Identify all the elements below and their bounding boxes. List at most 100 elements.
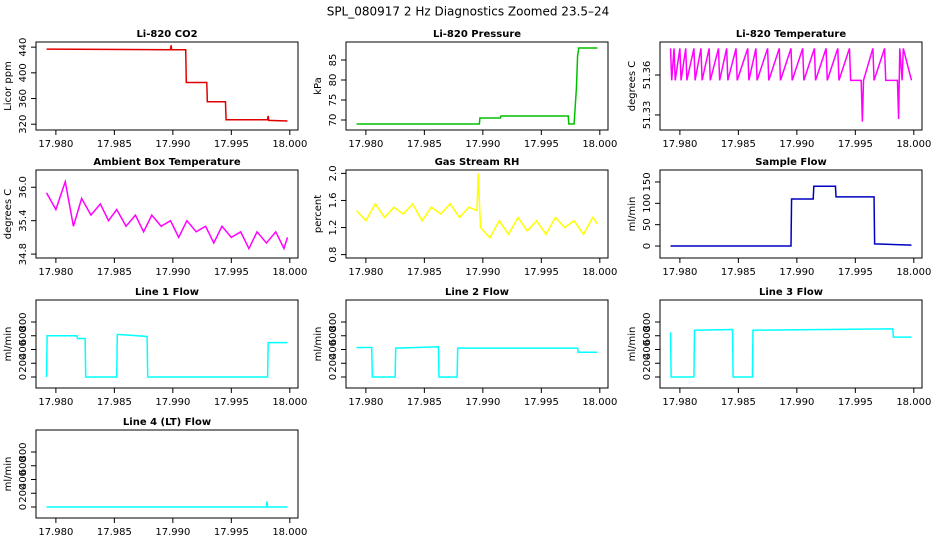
y-tick-label: 0 [18, 504, 29, 510]
y-tick-label: 200 [328, 354, 339, 373]
x-tick-label: 17.995 [838, 267, 873, 278]
panel: Line 2 Flow ml/min 17.980 17.985 17.990 17.99… [313, 287, 617, 408]
x-tick-label: 17.980 [662, 397, 697, 408]
y-tick-label: 200 [18, 484, 29, 503]
panel-title: Gas Stream RH [435, 157, 520, 168]
x-tick-label: 18.000 [582, 267, 617, 278]
y-tick-label: 51.36 [642, 61, 653, 90]
y-tick-label: 1.2 [328, 220, 339, 236]
data-line [356, 47, 598, 125]
x-tick-label: 17.980 [38, 267, 73, 278]
x-tick-label: 17.980 [348, 397, 383, 408]
x-tick-label: 17.995 [524, 139, 559, 150]
y-tick-label: 34.8 [18, 243, 29, 265]
y-tick-label: 200 [642, 354, 653, 373]
panel-title: Li-820 CO2 [136, 29, 197, 40]
x-tick-label: 17.995 [214, 139, 249, 150]
y-tick-label: 600 [18, 326, 29, 345]
y-tick-label: 35.4 [18, 210, 29, 232]
y-tick-label: 85 [328, 54, 339, 67]
data-line [356, 345, 598, 378]
x-tick-label: 17.995 [214, 397, 249, 408]
plot-frame [35, 299, 299, 389]
data-line [46, 501, 288, 508]
panel: Line 1 Flow ml/min 17.980 17.985 17.990 17.99… [3, 287, 307, 408]
panel-title: Line 3 Flow [759, 287, 823, 298]
y-tick-label: 0 [328, 374, 339, 380]
y-tick-label: 400 [328, 340, 339, 359]
plot-frame [659, 169, 923, 259]
y-tick-label: 600 [328, 326, 339, 345]
y-tick-label: 36.0 [18, 176, 29, 198]
y-tick-label: 0 [642, 374, 653, 380]
y-tick-label: 600 [18, 456, 29, 475]
y-axis-label: Licor ppm [3, 61, 14, 111]
panel: Sample Flow ml/min 17.980 17.985 17.990 17.99… [627, 157, 931, 278]
x-tick-label: 17.995 [524, 397, 559, 408]
y-tick-label: 100 [642, 194, 653, 213]
y-axis-label: percent [313, 195, 324, 233]
panel-title: Line 1 Flow [135, 287, 199, 298]
plot-frame [345, 299, 609, 389]
data-line [45, 178, 289, 251]
data-line [355, 173, 599, 239]
plot-frame [35, 41, 299, 131]
y-tick-label: 0.8 [328, 247, 339, 263]
x-tick-label: 17.980 [38, 397, 73, 408]
y-tick-label: 70 [328, 114, 339, 127]
y-tick-label: 600 [642, 326, 653, 345]
panel-title: Li-820 Pressure [433, 29, 521, 40]
x-tick-label: 17.985 [721, 267, 756, 278]
x-tick-label: 17.985 [97, 139, 132, 150]
y-tick-label: 50 [642, 218, 653, 231]
x-tick-label: 17.990 [155, 527, 190, 538]
x-tick-label: 17.990 [465, 139, 500, 150]
x-tick-label: 17.990 [155, 267, 190, 278]
x-tick-label: 17.985 [721, 139, 756, 150]
y-tick-label: 75 [328, 94, 339, 107]
plot-frame [345, 41, 609, 131]
panel: Line 3 Flow ml/min 17.980 17.985 17.990 17.99… [627, 287, 931, 408]
y-axis-label: ml/min [627, 327, 638, 362]
plot-frame [35, 169, 299, 259]
y-tick-label: 0 [642, 243, 653, 249]
panel-title: Line 4 (LT) Flow [123, 417, 211, 428]
x-tick-label: 18.000 [896, 139, 931, 150]
x-tick-label: 17.985 [407, 139, 442, 150]
x-tick-label: 18.000 [896, 267, 931, 278]
panel: Ambient Box Temperature degrees C 17.980 17… [3, 157, 307, 278]
y-tick-label: 800 [18, 442, 29, 461]
x-tick-label: 17.990 [155, 397, 190, 408]
x-tick-label: 18.000 [896, 397, 931, 408]
x-tick-label: 17.980 [38, 139, 73, 150]
x-tick-label: 17.990 [779, 397, 814, 408]
x-tick-label: 17.995 [214, 527, 249, 538]
panel: Li-820 Pressure kPa 17.980 17.985 17.990 17.9… [313, 29, 617, 150]
data-line [670, 185, 912, 247]
x-tick-label: 17.980 [38, 527, 73, 538]
y-tick-label: 800 [18, 312, 29, 331]
figure-title: SPL_080917 2 Hz Diagnostics Zoomed 23.5–… [327, 5, 610, 19]
y-tick-label: 0 [18, 374, 29, 380]
y-axis-label: kPa [313, 77, 324, 95]
x-tick-label: 17.990 [779, 139, 814, 150]
x-tick-label: 17.985 [407, 267, 442, 278]
y-tick-label: 2.0 [328, 165, 339, 181]
y-axis-label: ml/min [313, 327, 324, 362]
data-line [45, 333, 288, 378]
x-tick-label: 17.990 [779, 267, 814, 278]
y-axis-label: ml/min [3, 457, 14, 492]
y-tick-label: 80 [328, 74, 339, 87]
panel: Li-820 CO2 Licor ppm 17.980 17.985 17.990 17.… [3, 29, 307, 150]
x-tick-label: 17.980 [348, 139, 383, 150]
plot-frame [345, 169, 609, 259]
y-tick-label: 400 [18, 63, 29, 82]
x-tick-label: 17.995 [838, 397, 873, 408]
data-line [669, 48, 913, 122]
y-tick-label: 200 [18, 354, 29, 373]
plot-frame [659, 299, 923, 389]
y-axis-label: ml/min [627, 197, 638, 232]
x-tick-label: 18.000 [582, 139, 617, 150]
panel: Li-820 Temperature degrees C 17.980 17.985 1… [627, 29, 931, 150]
